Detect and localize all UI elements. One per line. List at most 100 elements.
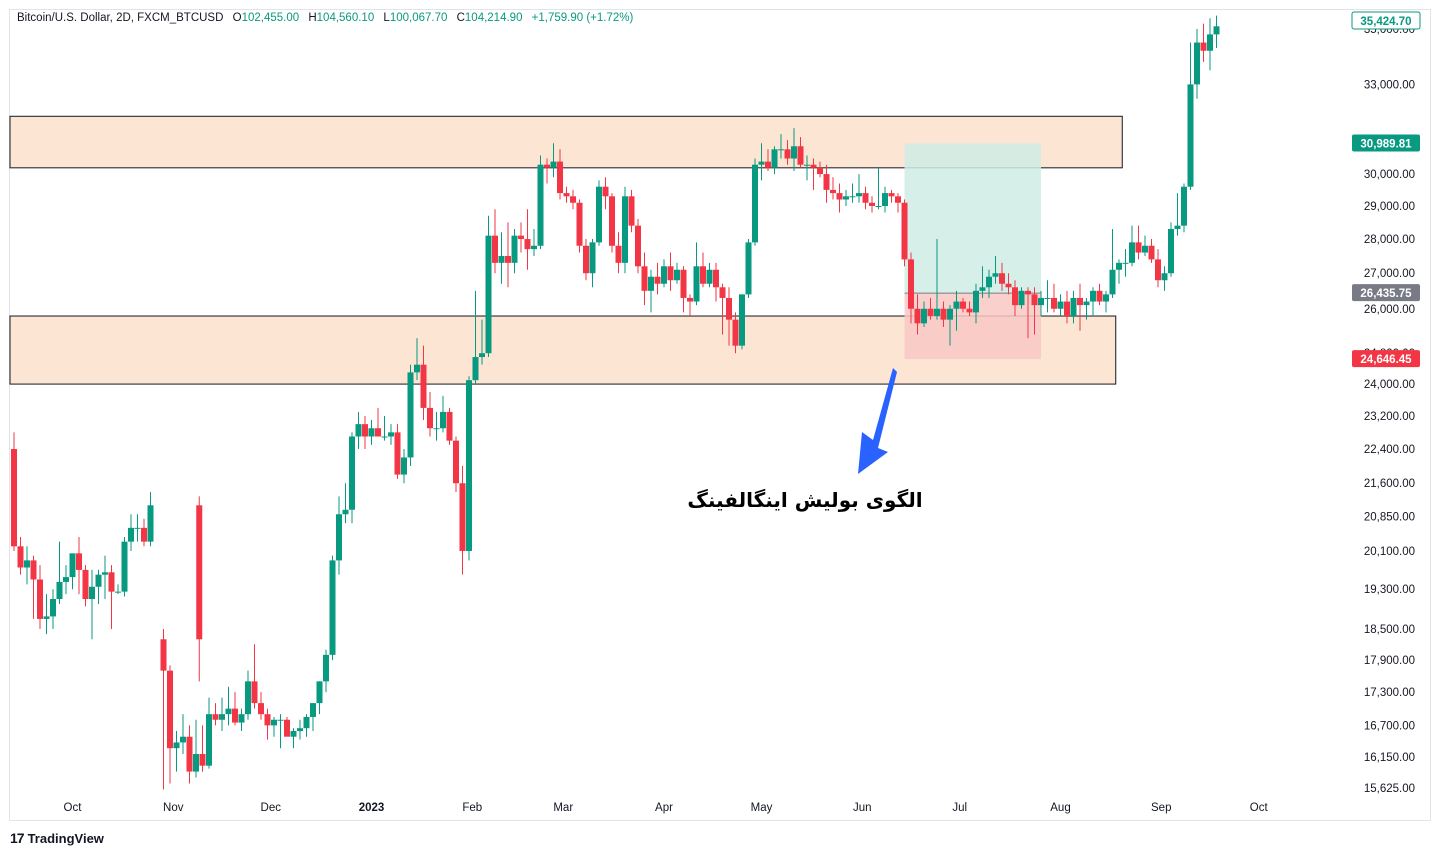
candle-body <box>264 714 271 726</box>
candle-body <box>524 239 531 250</box>
candle-body <box>30 560 37 580</box>
candle-body <box>180 736 186 743</box>
candle-body <box>732 319 739 346</box>
candle-body <box>355 424 362 437</box>
candle-body <box>914 308 921 324</box>
candle-body <box>492 235 498 263</box>
candle-body <box>1005 283 1012 288</box>
candle-body <box>1025 290 1031 295</box>
candle-body <box>927 308 934 317</box>
candle-body <box>1194 42 1200 85</box>
candle-body <box>563 193 570 197</box>
candle-body <box>1070 297 1077 317</box>
x-tick-label: Jul <box>952 802 967 814</box>
y-tick-label: 17,300.00 <box>1364 687 1415 699</box>
candle-body <box>440 411 446 429</box>
candle-body <box>414 364 420 373</box>
x-tick-label: Feb <box>462 802 482 814</box>
candle-body <box>297 728 303 732</box>
candle-body <box>1090 290 1096 302</box>
y-tick-label: 28,000.00 <box>1364 234 1415 246</box>
candle-body <box>121 541 128 592</box>
y-tick-label: 15,625.00 <box>1364 783 1415 795</box>
symbol-title[interactable]: Bitcoin/U.S. Dollar, 2D, FXCM_BTCUSD <box>17 12 224 24</box>
candle-body <box>1155 259 1161 281</box>
candle-body <box>394 432 401 475</box>
tradingview-brand[interactable]: 17 TradingView <box>10 830 104 846</box>
change-value: +1,759.90 (+1.72%) <box>531 12 634 24</box>
y-tick-label: 33,000.00 <box>1364 79 1415 91</box>
candle-body <box>771 149 778 168</box>
candle-body <box>609 196 615 246</box>
x-tick-label: Sep <box>1151 802 1171 814</box>
y-tick-label: 17,900.00 <box>1364 655 1415 667</box>
candle-body <box>830 189 836 194</box>
candle-body <box>953 301 960 309</box>
candle-body <box>420 364 427 408</box>
candle-body <box>602 186 609 197</box>
position-profit-area <box>904 143 1041 294</box>
candle-body <box>576 202 583 246</box>
candle-body <box>407 372 414 458</box>
candle-body <box>1207 34 1213 51</box>
candle-body <box>102 572 108 575</box>
candle-body <box>316 681 323 704</box>
candle-body <box>992 273 999 277</box>
x-tick-label: Dec <box>261 802 282 814</box>
candle-body <box>388 432 394 437</box>
candle-body <box>89 586 95 600</box>
candle-body <box>186 736 193 772</box>
candle-body <box>453 440 459 484</box>
candle-body <box>667 266 674 281</box>
candle-body <box>1077 297 1083 306</box>
candle-body <box>817 167 823 175</box>
y-tick-label: 16,700.00 <box>1364 720 1415 732</box>
candle-body <box>973 290 979 313</box>
price-label-box <box>1352 284 1420 302</box>
candle-body <box>1148 245 1155 260</box>
candle-body <box>1109 269 1116 295</box>
candle-body <box>271 719 277 726</box>
candle-body <box>433 428 440 430</box>
candle-body <box>934 308 940 317</box>
candle-body <box>1012 287 1018 306</box>
candle-body <box>531 245 537 250</box>
candle-body <box>147 505 154 542</box>
y-tick-label: 20,100.00 <box>1364 546 1415 558</box>
brand-name: TradingView <box>27 830 104 846</box>
price-label: 24,646.45 <box>1360 354 1412 366</box>
candle-body <box>810 164 817 168</box>
candle-body <box>173 742 180 749</box>
y-tick-label: 20,850.00 <box>1364 512 1415 524</box>
candle-body <box>966 308 973 313</box>
candle-body <box>596 186 602 243</box>
candle-body <box>141 527 147 542</box>
candle-body <box>693 266 700 302</box>
candle-body <box>674 269 680 281</box>
candle-body <box>225 708 232 715</box>
candle-body <box>498 255 505 263</box>
candle-body <box>700 266 706 284</box>
candle-body <box>199 753 206 766</box>
candle-body <box>1064 301 1070 317</box>
candle-body <box>1051 297 1057 309</box>
x-tick-label: 2023 <box>359 802 385 814</box>
annotation-arrow-icon <box>858 368 897 474</box>
candle-body <box>836 193 843 200</box>
candle-body <box>1103 294 1109 302</box>
candle-body <box>986 276 992 288</box>
candle-body <box>511 235 518 263</box>
candle-body <box>323 654 329 682</box>
candle-body <box>329 560 336 655</box>
candle-body <box>921 308 927 324</box>
candle-body <box>537 164 544 246</box>
y-tick-label: 30,000.00 <box>1364 169 1415 181</box>
candle-body <box>622 196 628 263</box>
candle-body <box>472 357 479 381</box>
candle-body <box>24 560 30 568</box>
candle-body <box>557 161 563 194</box>
candle-body <box>196 505 203 640</box>
candle-body <box>635 225 641 267</box>
candle-body <box>1044 297 1051 299</box>
